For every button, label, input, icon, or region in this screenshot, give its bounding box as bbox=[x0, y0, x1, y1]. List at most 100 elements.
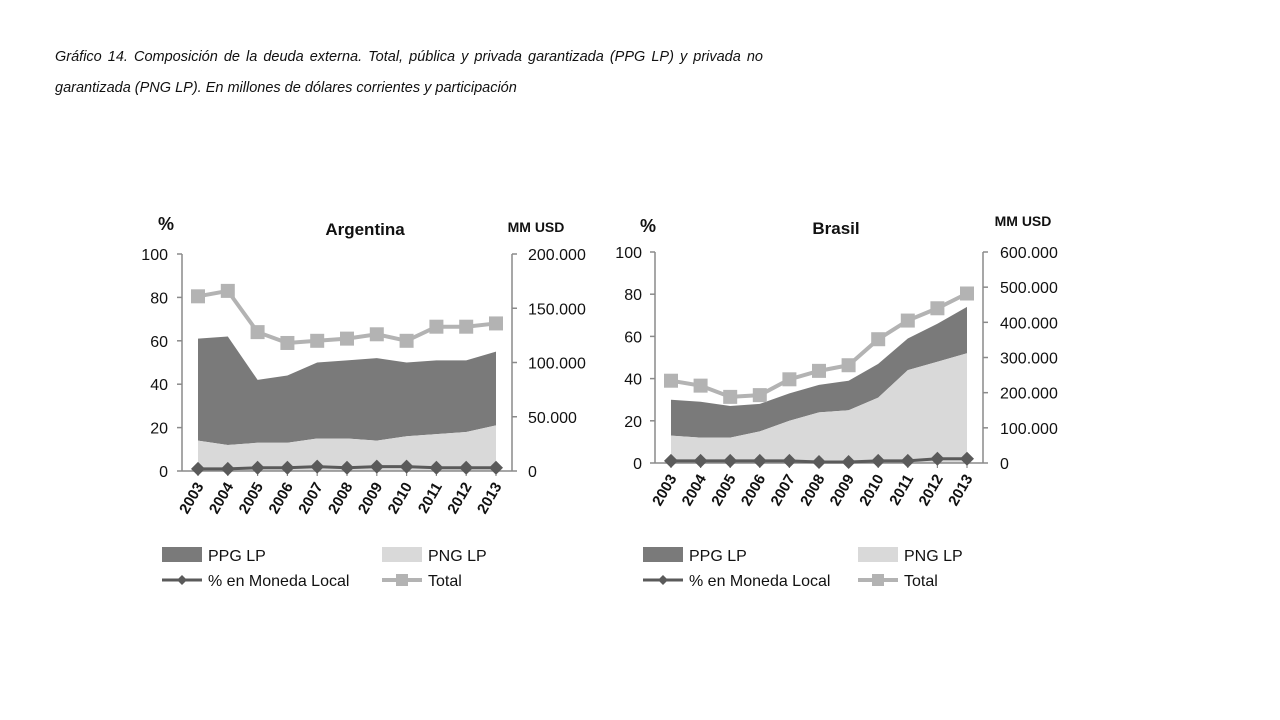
x-tick-label: 2011 bbox=[415, 480, 446, 517]
point-total bbox=[489, 316, 503, 331]
legend-label-ppg-lp: PPG LP bbox=[689, 548, 747, 565]
legend-label-total: Total bbox=[904, 573, 938, 590]
point-total bbox=[841, 358, 856, 373]
point-total bbox=[782, 372, 797, 387]
x-tick-label: 2008 bbox=[797, 472, 828, 509]
point-total bbox=[191, 289, 205, 304]
x-tick-label: 2012 bbox=[444, 480, 475, 517]
right-axis-label: MM USD bbox=[508, 219, 565, 235]
point-moneda-local bbox=[340, 460, 354, 475]
point-moneda-local bbox=[930, 451, 945, 466]
point-total bbox=[693, 378, 708, 393]
legend-label-moneda-local: % en Moneda Local bbox=[208, 573, 349, 590]
x-tick-label: 2008 bbox=[325, 480, 356, 517]
legend-swatch-png-lp bbox=[858, 547, 898, 562]
left-tick-label: 0 bbox=[633, 456, 642, 473]
point-total bbox=[723, 389, 738, 404]
right-tick-label: 50.000 bbox=[528, 410, 577, 427]
x-tick-label: 2011 bbox=[886, 472, 917, 509]
right-tick-label: 100.000 bbox=[528, 356, 586, 373]
right-tick-label: 200.000 bbox=[1000, 386, 1058, 403]
point-moneda-local bbox=[752, 453, 767, 468]
point-total bbox=[369, 327, 384, 342]
point-total bbox=[429, 319, 444, 334]
point-moneda-local bbox=[723, 453, 738, 468]
left-tick-label: 100 bbox=[615, 245, 642, 262]
x-tick-label: 2010 bbox=[385, 480, 416, 517]
left-tick-label: 80 bbox=[624, 287, 642, 304]
left-tick-label: 40 bbox=[624, 372, 642, 389]
x-tick-label: 2005 bbox=[236, 480, 267, 517]
legend-label-ppg-lp: PPG LP bbox=[208, 548, 266, 565]
left-tick-label: 60 bbox=[150, 334, 168, 351]
left-tick-label: 60 bbox=[624, 329, 642, 346]
point-moneda-local bbox=[900, 453, 915, 468]
point-total bbox=[752, 388, 767, 403]
point-total bbox=[399, 333, 414, 348]
point-moneda-local bbox=[812, 454, 826, 469]
left-axis-label: % bbox=[158, 214, 174, 234]
legend-marker-moneda-local bbox=[658, 575, 668, 585]
left-tick-label: 80 bbox=[150, 290, 168, 307]
legend-swatch-png-lp bbox=[382, 547, 422, 562]
point-total bbox=[220, 283, 235, 298]
x-tick-label: 2007 bbox=[295, 480, 326, 517]
x-tick-label: 2010 bbox=[856, 472, 887, 509]
point-total bbox=[812, 363, 826, 378]
point-moneda-local bbox=[782, 453, 797, 468]
point-moneda-local bbox=[841, 454, 856, 469]
chart-brasil: Brasil% MM USD 0 20 40 60 80 100 0 100.000 200.000… bbox=[615, 213, 1058, 590]
point-moneda-local bbox=[960, 451, 974, 466]
point-moneda-local bbox=[429, 460, 444, 475]
x-tick-label: 2003 bbox=[176, 480, 207, 517]
point-moneda-local bbox=[250, 460, 265, 475]
x-tick-label: 2013 bbox=[474, 480, 505, 517]
point-total bbox=[664, 373, 678, 388]
area-ppg-lp bbox=[198, 336, 496, 445]
right-tick-label: 150.000 bbox=[528, 301, 586, 318]
legend-label-total: Total bbox=[428, 573, 462, 590]
legend-marker-total bbox=[872, 574, 884, 586]
point-total bbox=[459, 319, 474, 334]
x-tick-label: 2009 bbox=[827, 472, 858, 509]
left-axis-label: % bbox=[640, 216, 656, 236]
x-tick-label: 2007 bbox=[767, 472, 798, 509]
point-moneda-local bbox=[399, 459, 414, 474]
legend: PPG LP PNG LP % en Moneda Local Total bbox=[643, 547, 963, 590]
legend-marker-moneda-local bbox=[177, 575, 187, 585]
x-tick-label: 2006 bbox=[738, 472, 769, 509]
left-tick-label: 20 bbox=[150, 421, 168, 438]
point-moneda-local bbox=[871, 453, 886, 468]
legend-label-png-lp: PNG LP bbox=[904, 548, 963, 565]
point-moneda-local bbox=[693, 453, 708, 468]
right-tick-label: 0 bbox=[1000, 456, 1009, 473]
point-moneda-local bbox=[664, 453, 678, 468]
chart-argentina: Argentina% MM USD 0 20 40 60 80 100 0 50.000 100.0… bbox=[141, 214, 586, 590]
point-total bbox=[340, 331, 354, 346]
x-tick-label: 2006 bbox=[265, 480, 296, 517]
point-total bbox=[871, 332, 886, 347]
point-moneda-local bbox=[280, 460, 295, 475]
x-tick-label: 2004 bbox=[206, 479, 238, 517]
point-moneda-local bbox=[489, 460, 503, 475]
legend-label-moneda-local: % en Moneda Local bbox=[689, 573, 830, 590]
point-total bbox=[960, 286, 974, 301]
chart-title: Argentina bbox=[325, 220, 405, 239]
figure-caption: Gráfico 14. Composición de la deuda exte… bbox=[55, 49, 763, 96]
right-tick-label: 100.000 bbox=[1000, 421, 1058, 438]
x-tick-label: 2003 bbox=[649, 472, 680, 509]
point-moneda-local bbox=[459, 460, 474, 475]
right-axis-label: MM USD bbox=[995, 213, 1052, 229]
point-moneda-local bbox=[369, 459, 384, 474]
right-tick-label: 400.000 bbox=[1000, 315, 1058, 332]
x-tick-label: 2012 bbox=[915, 472, 946, 509]
legend: PPG LP PNG LP % en Moneda Local Total bbox=[162, 547, 487, 590]
point-moneda-local bbox=[220, 461, 235, 476]
point-total bbox=[900, 313, 915, 328]
left-tick-label: 20 bbox=[624, 414, 642, 431]
legend-label-png-lp: PNG LP bbox=[428, 548, 487, 565]
area-png-lp bbox=[198, 425, 496, 471]
legend-swatch-ppg-lp bbox=[643, 547, 683, 562]
left-tick-label: 40 bbox=[150, 377, 168, 394]
